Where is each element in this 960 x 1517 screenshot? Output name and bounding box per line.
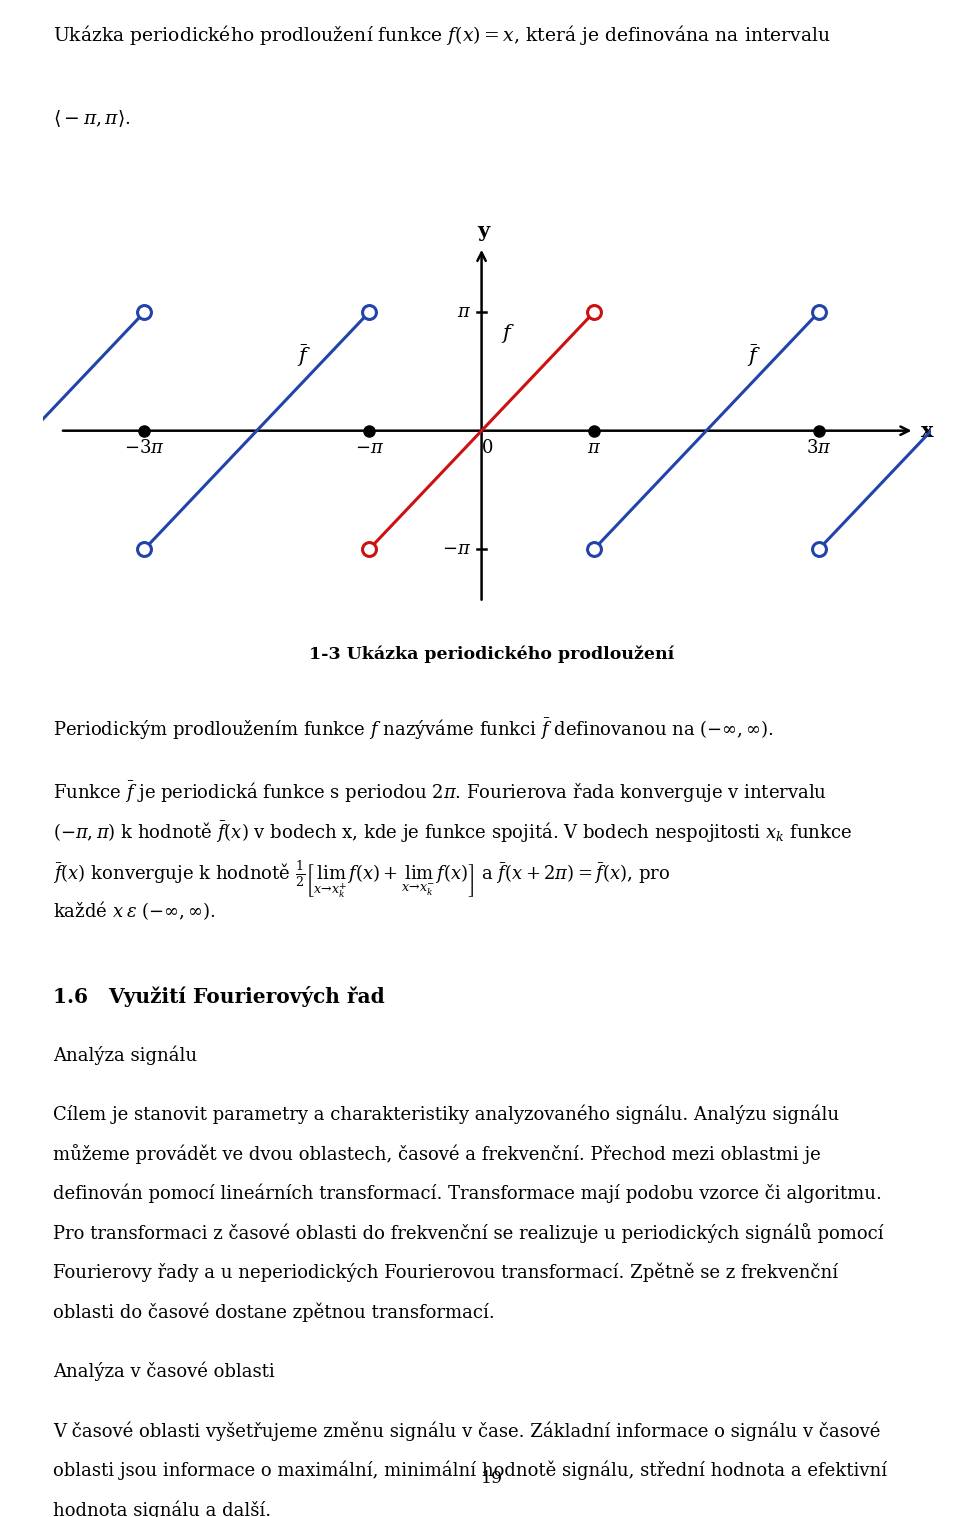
Text: $\bar{f}$: $\bar{f}$ — [297, 343, 311, 369]
Text: každé $x \;\epsilon\; (-\infty, \infty)$.: každé $x \;\epsilon\; (-\infty, \infty)$… — [53, 898, 215, 922]
Text: $\mathbf{x}$: $\mathbf{x}$ — [920, 420, 935, 440]
Text: $\bar{f}$: $\bar{f}$ — [747, 343, 760, 369]
Text: Analýza signálu: Analýza signálu — [53, 1045, 197, 1065]
Text: $f$: $f$ — [501, 322, 516, 346]
Text: $-3\pi$: $-3\pi$ — [124, 438, 165, 457]
Text: hodnota signálu a další.: hodnota signálu a další. — [53, 1500, 271, 1517]
Text: $3\pi$: $3\pi$ — [806, 438, 831, 457]
Text: $\mathbf{y}$: $\mathbf{y}$ — [477, 223, 492, 243]
Text: $-\pi$: $-\pi$ — [443, 540, 471, 558]
Text: $(-\pi, \pi)$ k hodnotě $\bar{f}(x)$ v bodech x, kde je funkce spojitá. V bodech: $(-\pi, \pi)$ k hodnotě $\bar{f}(x)$ v b… — [53, 819, 852, 845]
Text: oblasti do časové dostane zpětnou transformací.: oblasti do časové dostane zpětnou transf… — [53, 1303, 494, 1321]
Text: 19: 19 — [481, 1470, 503, 1487]
Text: $-\pi$: $-\pi$ — [354, 438, 384, 457]
Text: $\pi$: $\pi$ — [457, 303, 471, 322]
Text: oblasti jsou informace o maximální, minimální hodnotě signálu, střední hodnota a: oblasti jsou informace o maximální, mini… — [53, 1461, 887, 1481]
Text: $\langle -\pi, \pi \rangle$.: $\langle -\pi, \pi \rangle$. — [53, 108, 131, 129]
Text: Cílem je stanovit parametry a charakteristiky analyzovaného signálu. Analýzu sig: Cílem je stanovit parametry a charakteri… — [53, 1104, 839, 1124]
Text: Pro transformaci z časové oblasti do frekvenční se realizuje u periodických sign: Pro transformaci z časové oblasti do fre… — [53, 1223, 883, 1244]
Text: Funkce $\bar{f}$ je periodická funkce s periodou $2\pi$. Fourierova řada konverg: Funkce $\bar{f}$ je periodická funkce s … — [53, 780, 827, 806]
Text: 1.6   Využití Fourierových řad: 1.6 Využití Fourierových řad — [53, 986, 385, 1007]
Text: Analýza v časové oblasti: Analýza v časové oblasti — [53, 1362, 275, 1382]
Text: Ukázka periodického prodloužení funkce $f(x) = x$, která je definována na interv: Ukázka periodického prodloužení funkce $… — [53, 23, 830, 47]
Text: 1-3 Ukázka periodického prodloužení: 1-3 Ukázka periodického prodloužení — [309, 646, 675, 663]
Text: Fourierovy řady a u neperiodických Fourierovou transformací. Zpětně se z frekven: Fourierovy řady a u neperiodických Fouri… — [53, 1262, 838, 1282]
Text: Periodickým prodloužením funkce $f$ nazýváme funkci $\bar{f}$ definovanou na $(-: Periodickým prodloužením funkce $f$ nazý… — [53, 718, 774, 742]
Text: může​me provádět ve dvou oblastech, časové a frekvenční. Přechod mezi oblastmi j: může​me provádět ve dvou oblastech, časo… — [53, 1144, 821, 1164]
Text: $\bar{f}(x)$ konverguje k hodnotě $\frac{1}{2}\left[\lim_{x\to x_k^+} f(x) + \li: $\bar{f}(x)$ konverguje k hodnotě $\frac… — [53, 859, 670, 900]
Text: $\pi$: $\pi$ — [587, 438, 601, 457]
Text: definován pomocí lineárních transformací. Transformace mají podobu vzorce či alg: definován pomocí lineárních transformací… — [53, 1183, 881, 1203]
Text: $0$: $0$ — [481, 438, 493, 457]
Text: V časové oblasti vyšetřujeme změnu signálu v čase. Základní informace o signálu : V časové oblasti vyšetřujeme změnu signá… — [53, 1421, 880, 1441]
